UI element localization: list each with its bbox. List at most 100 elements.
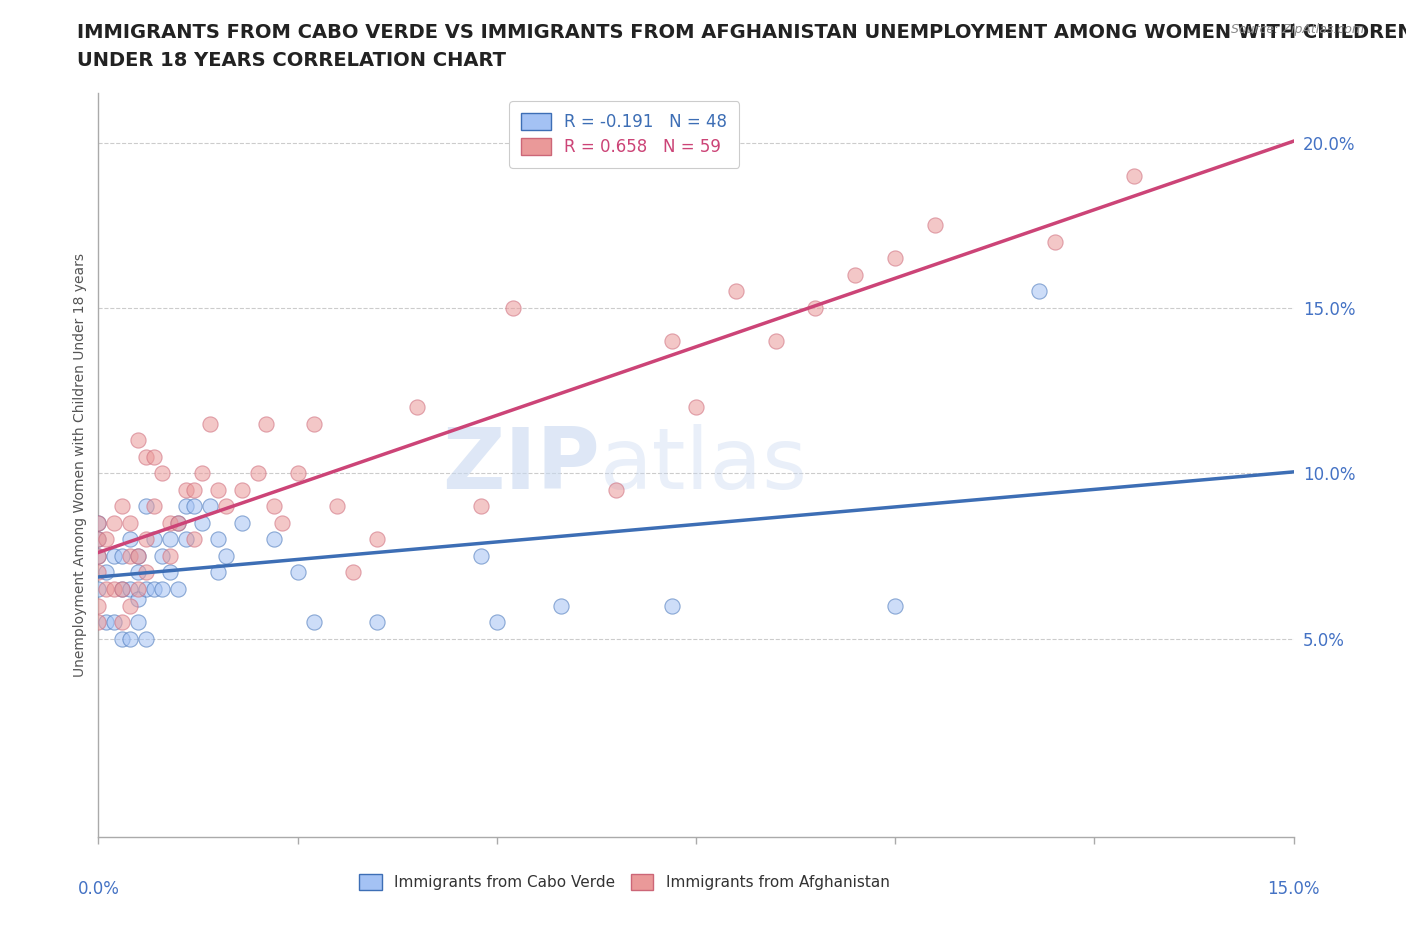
Point bbox=[120, 549, 142, 564]
Point bbox=[174, 483, 197, 498]
Point bbox=[127, 565, 149, 580]
Point bbox=[87, 549, 110, 564]
Point bbox=[485, 615, 508, 630]
Point bbox=[167, 515, 190, 530]
Point bbox=[174, 498, 197, 513]
Point bbox=[111, 615, 134, 630]
Point bbox=[135, 565, 157, 580]
Point bbox=[96, 581, 118, 596]
Point bbox=[87, 532, 110, 547]
Point bbox=[103, 615, 125, 630]
Point bbox=[127, 581, 149, 596]
Point bbox=[183, 483, 205, 498]
Text: IMMIGRANTS FROM CABO VERDE VS IMMIGRANTS FROM AFGHANISTAN UNEMPLOYMENT AMONG WOM: IMMIGRANTS FROM CABO VERDE VS IMMIGRANTS… bbox=[77, 23, 1406, 42]
Point bbox=[661, 598, 683, 613]
Point bbox=[804, 300, 827, 315]
Point bbox=[143, 581, 166, 596]
Point bbox=[342, 565, 364, 580]
Text: 15.0%: 15.0% bbox=[1267, 880, 1320, 898]
Point bbox=[550, 598, 572, 613]
Point bbox=[135, 498, 157, 513]
Point bbox=[884, 251, 907, 266]
Point bbox=[150, 581, 173, 596]
Point bbox=[191, 466, 214, 481]
Y-axis label: Unemployment Among Women with Children Under 18 years: Unemployment Among Women with Children U… bbox=[73, 253, 87, 677]
Point bbox=[103, 515, 125, 530]
Point bbox=[127, 549, 149, 564]
Point bbox=[111, 498, 134, 513]
Point bbox=[167, 581, 190, 596]
Point bbox=[1123, 168, 1146, 183]
Point bbox=[207, 565, 229, 580]
Point bbox=[302, 615, 325, 630]
Point bbox=[254, 417, 277, 432]
Point bbox=[135, 532, 157, 547]
Point bbox=[96, 565, 118, 580]
Point bbox=[605, 483, 627, 498]
Point bbox=[263, 498, 285, 513]
Point bbox=[924, 218, 946, 232]
Point bbox=[661, 334, 683, 349]
Point bbox=[287, 565, 309, 580]
Point bbox=[159, 515, 181, 530]
Point bbox=[120, 631, 142, 646]
Point bbox=[111, 581, 134, 596]
Point bbox=[366, 615, 388, 630]
Point bbox=[87, 598, 110, 613]
Point bbox=[135, 581, 157, 596]
Point bbox=[366, 532, 388, 547]
Text: Source: ZipAtlas.com: Source: ZipAtlas.com bbox=[1230, 23, 1364, 36]
Point bbox=[143, 498, 166, 513]
Point bbox=[724, 284, 747, 299]
Point bbox=[120, 581, 142, 596]
Point bbox=[135, 631, 157, 646]
Point bbox=[159, 532, 181, 547]
Point bbox=[183, 532, 205, 547]
Point bbox=[470, 498, 492, 513]
Point bbox=[270, 515, 292, 530]
Point bbox=[183, 498, 205, 513]
Point bbox=[143, 532, 166, 547]
Text: ZIP: ZIP bbox=[443, 423, 600, 507]
Point bbox=[111, 631, 134, 646]
Text: 0.0%: 0.0% bbox=[77, 880, 120, 898]
Point bbox=[246, 466, 269, 481]
Point bbox=[191, 515, 214, 530]
Point bbox=[150, 549, 173, 564]
Point bbox=[103, 549, 125, 564]
Point bbox=[198, 498, 221, 513]
Point bbox=[87, 515, 110, 530]
Point bbox=[215, 498, 238, 513]
Point bbox=[87, 515, 110, 530]
Point bbox=[111, 581, 134, 596]
Point bbox=[127, 615, 149, 630]
Text: UNDER 18 YEARS CORRELATION CHART: UNDER 18 YEARS CORRELATION CHART bbox=[77, 51, 506, 70]
Point bbox=[111, 549, 134, 564]
Point bbox=[87, 532, 110, 547]
Point bbox=[120, 532, 142, 547]
Point bbox=[470, 549, 492, 564]
Point bbox=[87, 615, 110, 630]
Point bbox=[1028, 284, 1050, 299]
Point bbox=[96, 532, 118, 547]
Point bbox=[1043, 234, 1066, 249]
Point bbox=[287, 466, 309, 481]
Point bbox=[135, 449, 157, 464]
Point bbox=[159, 565, 181, 580]
Point bbox=[215, 549, 238, 564]
Point bbox=[127, 432, 149, 447]
Point bbox=[87, 581, 110, 596]
Point bbox=[302, 417, 325, 432]
Point bbox=[96, 615, 118, 630]
Point bbox=[127, 549, 149, 564]
Point bbox=[685, 400, 707, 415]
Point bbox=[127, 591, 149, 606]
Point bbox=[231, 483, 253, 498]
Point bbox=[120, 515, 142, 530]
Point bbox=[87, 549, 110, 564]
Point bbox=[207, 532, 229, 547]
Point bbox=[326, 498, 349, 513]
Point bbox=[159, 549, 181, 564]
Point bbox=[207, 483, 229, 498]
Legend: Immigrants from Cabo Verde, Immigrants from Afghanistan: Immigrants from Cabo Verde, Immigrants f… bbox=[353, 868, 896, 897]
